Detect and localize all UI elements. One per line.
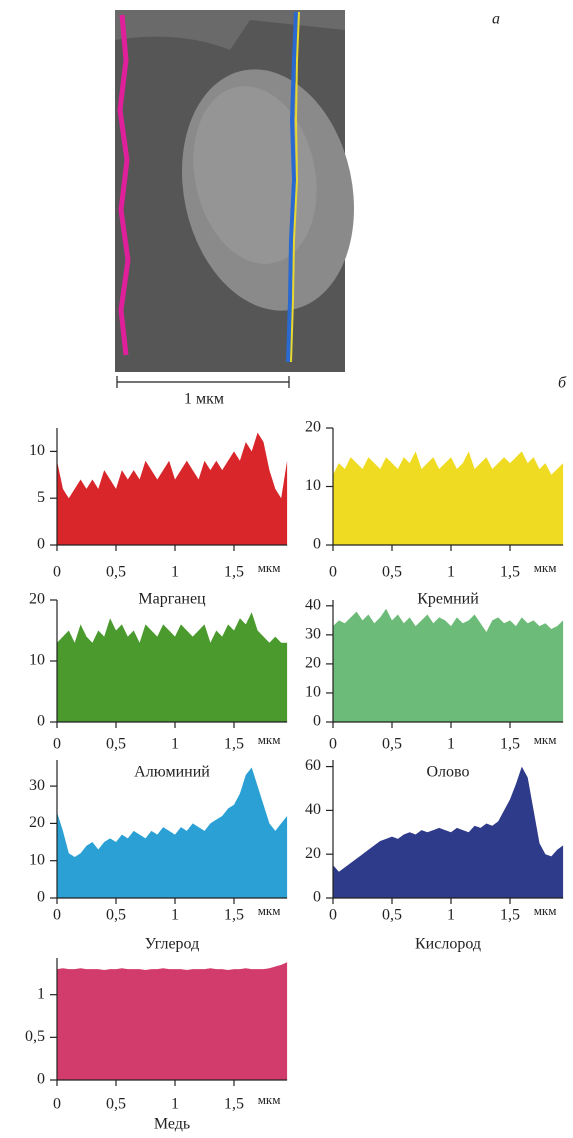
y-tick-label: 0 — [313, 536, 321, 553]
chart-title: Медь — [154, 1116, 190, 1133]
y-tick-label: 0 — [313, 889, 321, 906]
y-tick-label: 0 — [37, 889, 45, 906]
x-tick-label: 1 — [171, 1096, 179, 1113]
area — [57, 612, 288, 722]
panel-label: б — [558, 375, 567, 392]
x-tick-label: 0,5 — [106, 907, 126, 924]
chart-title: Кислород — [415, 936, 481, 953]
y-tick-label: 20 — [29, 814, 45, 831]
x-axis-label: мкм — [258, 732, 281, 747]
area — [57, 767, 288, 898]
x-axis-label: мкм — [258, 903, 281, 918]
x-tick-label: 0 — [329, 907, 337, 924]
y-tick-label: 30 — [29, 777, 45, 794]
chart-title: Олово — [427, 764, 470, 781]
x-tick-label: 1,5 — [500, 736, 520, 753]
y-tick-label: 20 — [29, 591, 45, 608]
particle-highlight — [193, 86, 317, 264]
y-tick-label: 20 — [305, 845, 321, 862]
x-tick-label: 1,5 — [224, 907, 244, 924]
y-tick-label: 20 — [305, 655, 321, 672]
x-axis-label: мкм — [258, 560, 281, 575]
x-tick-label: 1 — [447, 564, 455, 581]
y-tick-label: 60 — [305, 757, 321, 774]
sem-image — [115, 10, 354, 372]
x-axis-label: мкм — [534, 732, 557, 747]
area — [57, 432, 288, 545]
y-tick-label: 5 — [37, 489, 45, 506]
x-tick-label: 0 — [53, 907, 61, 924]
x-tick-label: 0 — [53, 564, 61, 581]
x-tick-label: 1,5 — [224, 1096, 244, 1113]
y-tick-label: 0 — [37, 1071, 45, 1088]
x-tick-label: 1 — [447, 736, 455, 753]
area — [333, 451, 564, 545]
area — [333, 608, 564, 722]
y-tick-label: 30 — [305, 626, 321, 643]
y-tick-label: 40 — [305, 596, 321, 613]
scan-line — [290, 11, 300, 363]
x-tick-label: 1 — [171, 564, 179, 581]
x-axis-label: мкм — [258, 1092, 281, 1107]
x-tick-label: 0,5 — [382, 907, 402, 924]
area — [57, 962, 288, 1080]
x-tick-label: 1,5 — [500, 907, 520, 924]
x-tick-label: 1 — [171, 736, 179, 753]
x-tick-label: 1 — [447, 907, 455, 924]
y-tick-label: 10 — [305, 684, 321, 701]
image-texture — [115, 10, 345, 50]
chart-title: Марганец — [138, 591, 206, 608]
y-tick-label: 40 — [305, 801, 321, 818]
x-tick-label: 0,5 — [106, 736, 126, 753]
x-axis-label: мкм — [534, 903, 557, 918]
x-tick-label: 0 — [329, 564, 337, 581]
x-tick-label: 0 — [329, 736, 337, 753]
y-tick-label: 0 — [37, 536, 45, 553]
x-axis-label: мкм — [534, 560, 557, 575]
scan-line — [286, 11, 298, 363]
y-tick-label: 10 — [29, 442, 45, 459]
x-tick-label: 1 — [171, 907, 179, 924]
area — [333, 766, 564, 898]
y-tick-label: 10 — [305, 477, 321, 494]
y-tick-label: 0,5 — [25, 1028, 45, 1045]
x-tick-label: 1,5 — [224, 564, 244, 581]
chart-title: Кремний — [417, 591, 479, 608]
scale-label: 1 мкм — [184, 391, 224, 408]
y-tick-label: 1 — [37, 985, 45, 1002]
y-tick-label: 0 — [37, 713, 45, 730]
y-tick-label: 20 — [305, 419, 321, 436]
x-tick-label: 1,5 — [500, 564, 520, 581]
x-tick-label: 0,5 — [106, 1096, 126, 1113]
x-tick-label: 0,5 — [382, 564, 402, 581]
scan-signal — [117, 14, 131, 356]
panel-label: а — [492, 11, 500, 28]
y-tick-label: 0 — [313, 713, 321, 730]
y-tick-label: 10 — [29, 851, 45, 868]
x-tick-label: 0 — [53, 736, 61, 753]
scale-bar — [116, 376, 290, 388]
chart-title: Углерод — [145, 936, 199, 953]
x-tick-label: 0,5 — [106, 564, 126, 581]
chart-title: Алюминий — [134, 764, 210, 781]
x-tick-label: 0 — [53, 1096, 61, 1113]
x-tick-label: 0,5 — [382, 736, 402, 753]
x-tick-label: 1,5 — [224, 736, 244, 753]
y-tick-label: 10 — [29, 652, 45, 669]
